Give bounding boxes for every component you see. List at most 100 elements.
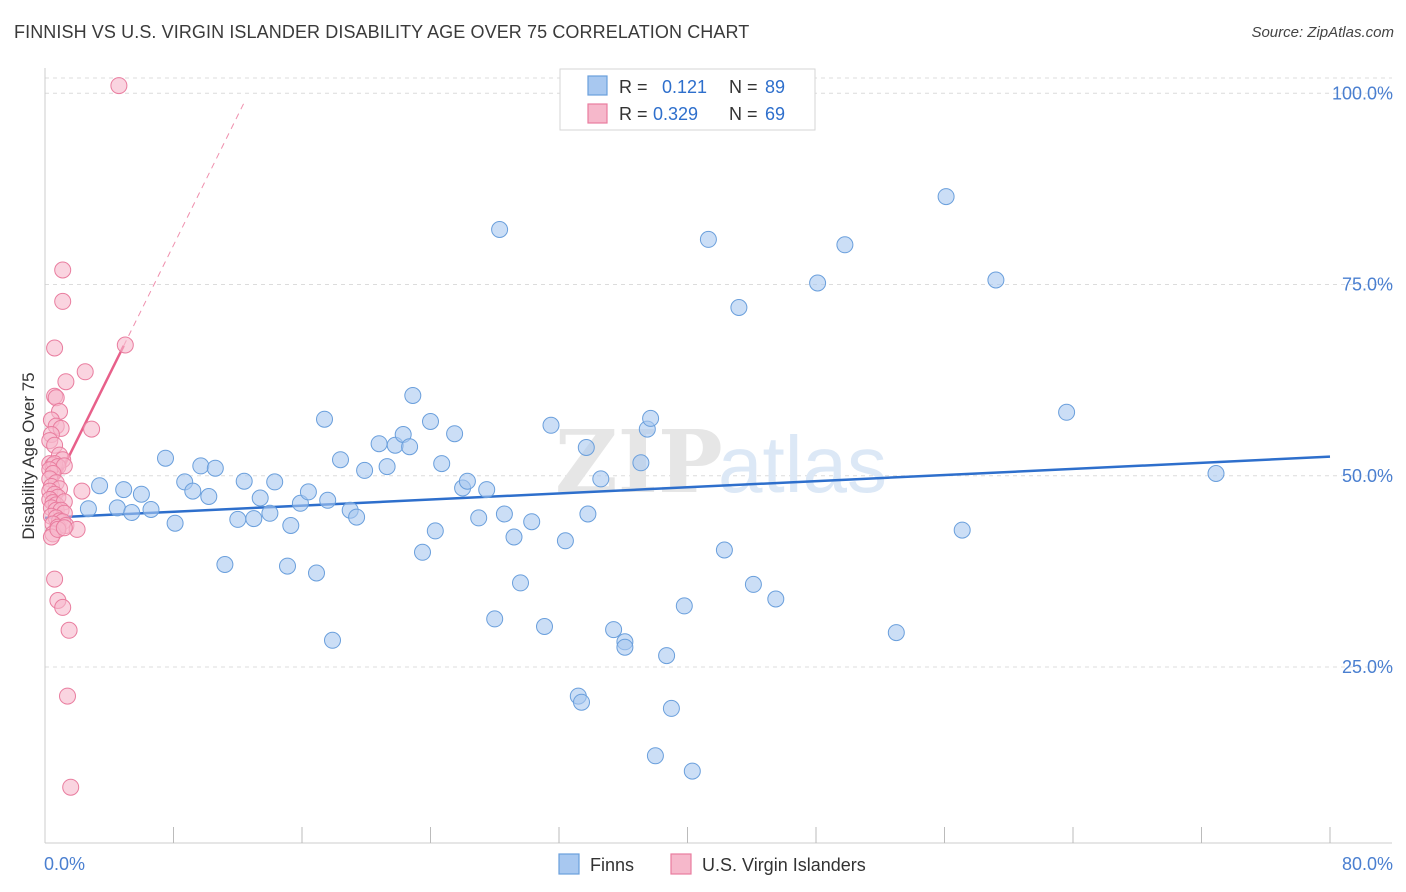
point-finns xyxy=(616,638,634,656)
point-finns xyxy=(332,451,349,469)
point-finns xyxy=(683,762,701,780)
point-finns xyxy=(577,439,595,456)
point-finns xyxy=(658,647,676,665)
point-finns xyxy=(675,597,693,615)
legend-r-value-vi: 0.329 xyxy=(653,104,698,124)
point-finns xyxy=(123,504,141,521)
axes xyxy=(44,68,1392,844)
legend-swatch-finns xyxy=(587,75,608,96)
point-finns xyxy=(132,485,150,503)
point-finns xyxy=(642,409,660,427)
point-vi xyxy=(62,778,80,796)
point-finns xyxy=(356,461,374,479)
point-vi xyxy=(46,339,64,357)
stats-legend: R = 0.121 N = 89 R = 0.329 N = 69 xyxy=(559,68,816,131)
y-tick-label: 75.0% xyxy=(1342,275,1393,295)
point-finns xyxy=(573,693,590,711)
point-finns xyxy=(470,509,488,527)
y-tick-label: 25.0% xyxy=(1342,657,1393,677)
point-vi xyxy=(54,598,72,616)
y-axis-label: Disability Age Over 75 xyxy=(19,372,38,539)
point-finns xyxy=(370,435,388,453)
point-finns xyxy=(491,221,509,238)
point-finns xyxy=(987,271,1005,289)
point-vi xyxy=(54,292,72,310)
point-finns xyxy=(836,236,854,254)
grid-lines xyxy=(45,77,1392,668)
point-finns xyxy=(536,618,553,635)
point-vi xyxy=(116,336,134,354)
point-finns xyxy=(592,470,610,488)
point-finns xyxy=(319,491,337,509)
y-tick-label: 50.0% xyxy=(1342,466,1393,486)
point-finns xyxy=(426,522,444,540)
point-finns xyxy=(887,624,905,642)
point-finns xyxy=(715,541,733,559)
bottom-legend-label-finns: Finns xyxy=(590,855,634,875)
point-finns xyxy=(523,513,541,531)
bottom-legend-swatch-finns xyxy=(558,853,580,875)
point-finns xyxy=(486,610,504,628)
legend-r-label-finns: R = xyxy=(619,77,648,97)
point-vi xyxy=(57,373,75,391)
point-vi xyxy=(83,420,101,438)
point-finns xyxy=(245,510,263,528)
point-finns xyxy=(953,521,971,539)
point-vi xyxy=(76,363,94,381)
bottom-legend: Finns U.S. Virgin Islanders xyxy=(558,853,866,875)
point-vi xyxy=(46,570,64,588)
watermark-atlas: atlas xyxy=(718,420,887,509)
point-finns xyxy=(206,459,224,477)
point-finns xyxy=(662,699,680,717)
legend-r-value-finns: 0.121 xyxy=(662,77,707,97)
point-finns xyxy=(632,454,650,472)
point-finns xyxy=(91,477,109,495)
legend-swatch-vi xyxy=(587,103,608,124)
point-finns xyxy=(378,458,396,476)
point-finns xyxy=(266,473,284,491)
legend-n-label-vi: N = xyxy=(729,104,758,124)
point-finns xyxy=(316,410,333,428)
point-vi xyxy=(110,77,128,95)
watermark: ZIP atlas xyxy=(555,412,887,513)
point-vi xyxy=(73,482,91,500)
point-finns xyxy=(767,590,785,608)
point-finns xyxy=(605,621,623,639)
point-finns xyxy=(142,501,160,518)
point-finns xyxy=(495,505,513,523)
trend-line-finns xyxy=(44,455,1331,520)
point-finns xyxy=(308,564,325,582)
point-finns xyxy=(542,416,560,434)
chart-title: FINNISH VS U.S. VIRGIN ISLANDER DISABILI… xyxy=(14,22,750,42)
point-finns xyxy=(579,505,597,523)
bottom-legend-swatch-vi xyxy=(670,853,692,875)
legend-n-value-finns: 89 xyxy=(765,77,785,97)
data-points xyxy=(41,77,1225,796)
point-finns xyxy=(282,517,300,534)
point-finns xyxy=(261,504,279,522)
point-finns xyxy=(446,425,464,443)
point-finns xyxy=(699,230,717,248)
point-finns xyxy=(115,481,133,499)
point-finns xyxy=(166,514,184,532)
point-finns xyxy=(184,482,202,500)
point-finns xyxy=(299,483,317,501)
x-tick-label: 0.0% xyxy=(44,854,85,874)
point-finns xyxy=(401,438,419,456)
point-finns xyxy=(1058,403,1076,421)
trend-line-vi-extension xyxy=(123,99,247,346)
point-finns xyxy=(216,556,234,573)
point-vi xyxy=(59,687,76,705)
point-finns xyxy=(1207,465,1225,482)
point-finns xyxy=(348,508,366,526)
point-finns xyxy=(229,510,247,528)
point-finns xyxy=(404,387,422,404)
source-credit: Source: ZipAtlas.com xyxy=(1251,24,1394,41)
point-finns xyxy=(744,575,762,593)
point-finns xyxy=(556,532,574,550)
point-finns xyxy=(251,489,269,507)
point-finns xyxy=(200,488,218,505)
point-finns xyxy=(108,499,126,517)
point-finns xyxy=(414,543,431,561)
point-finns xyxy=(505,528,523,546)
